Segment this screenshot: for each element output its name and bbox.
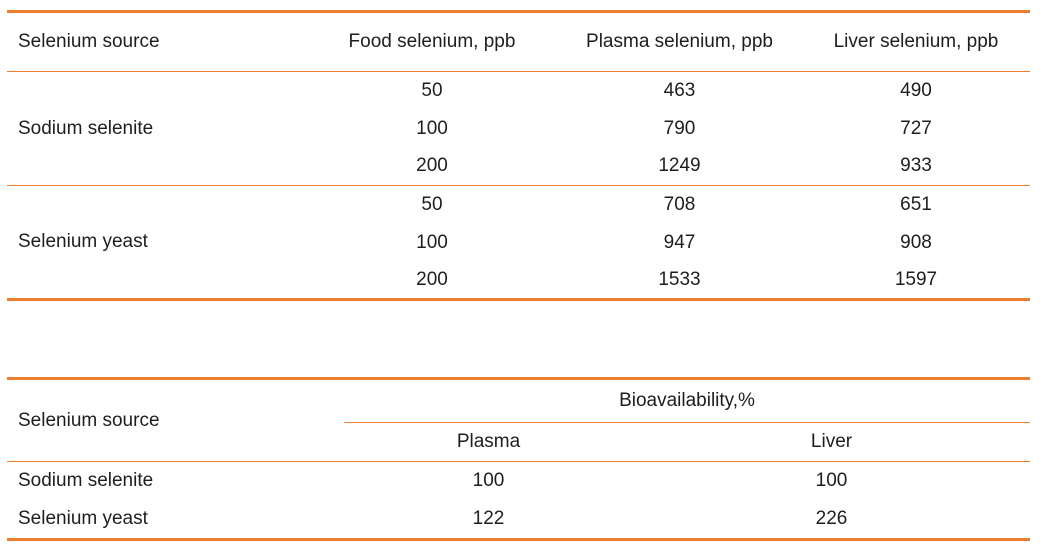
cell-plasma: 790: [663, 117, 696, 139]
cell-liver: 490: [900, 79, 932, 101]
selenium-content-table: Selenium source Food selenium, ppb Plasm…: [7, 10, 1030, 301]
t2-header-liver: Liver: [633, 422, 1031, 462]
t1-group-sodium-selenite: Sodium selenite 50 463 490 100 790 727 2…: [7, 71, 1030, 186]
table-row: 100 790 727: [7, 110, 1030, 148]
cell-plasma: 1249: [557, 147, 802, 186]
t2-header-row-2: Plasma Liver: [7, 422, 1031, 462]
cell-plasma: 100: [472, 470, 505, 492]
table-row: Selenium yeast 50 708 651: [7, 186, 1030, 252]
bioavailability-table: Selenium source Bioavailability,% Plasma…: [7, 377, 1031, 541]
t2-source-label: Selenium yeast: [18, 508, 148, 530]
cell-food: 100: [416, 117, 448, 139]
cell-plasma: 463: [663, 79, 696, 101]
cell-liver: 1597: [894, 268, 938, 290]
cell-liver: 727: [900, 117, 932, 139]
t2-header-bioavailability: Bioavailability,%: [344, 378, 1031, 423]
table-row: Sodium selenite 100 100: [7, 462, 1030, 501]
t1-group-selenium-yeast: Selenium yeast 50 708 651 100 947 908 20…: [7, 186, 1030, 300]
cell-plasma: 708: [663, 193, 696, 215]
table-row: Sodium selenite 50 463 490: [7, 71, 1030, 186]
t1-header-liver-selenium: Liver selenium, ppb: [802, 11, 1030, 72]
table-row: Selenium yeast 122 226: [7, 501, 1030, 540]
cell-liver: 908: [900, 231, 932, 253]
t1-header-row: Selenium source Food selenium, ppb Plasm…: [7, 11, 1030, 72]
t1-header-plasma-selenium: Plasma selenium, ppb: [557, 11, 802, 72]
cell-plasma: 947: [663, 231, 696, 253]
t2-header-row-1: Selenium source Bioavailability,%: [7, 378, 1031, 462]
t2-header-plasma: Plasma: [344, 422, 633, 462]
t1-header-food-selenium: Food selenium, ppb: [307, 11, 557, 72]
table-row: 200 1533 1597: [7, 262, 1030, 300]
cell-food: 200: [416, 268, 448, 290]
cell-food: 50: [421, 193, 443, 215]
cell-liver: 226: [815, 508, 848, 530]
table-row: 200 1249 933: [7, 147, 1030, 186]
t1-header-selenium-source: Selenium source: [7, 11, 307, 72]
cell-food: 50: [421, 79, 443, 101]
t2-header-selenium-source: Selenium source: [7, 378, 344, 462]
cell-liver: 100: [815, 470, 848, 492]
cell-plasma: 122: [472, 508, 505, 530]
cell-liver: 651: [900, 193, 932, 215]
table-row: 100 947 908: [7, 224, 1030, 262]
cell-plasma: 1533: [658, 268, 701, 290]
cell-food: 100: [416, 231, 448, 253]
t1-source-label: Selenium yeast: [18, 231, 148, 252]
t1-source-label: Sodium selenite: [7, 71, 307, 186]
cell-food: 200: [307, 147, 557, 186]
cell-liver: 933: [802, 147, 1030, 186]
t2-source-label: Sodium selenite: [18, 470, 154, 492]
